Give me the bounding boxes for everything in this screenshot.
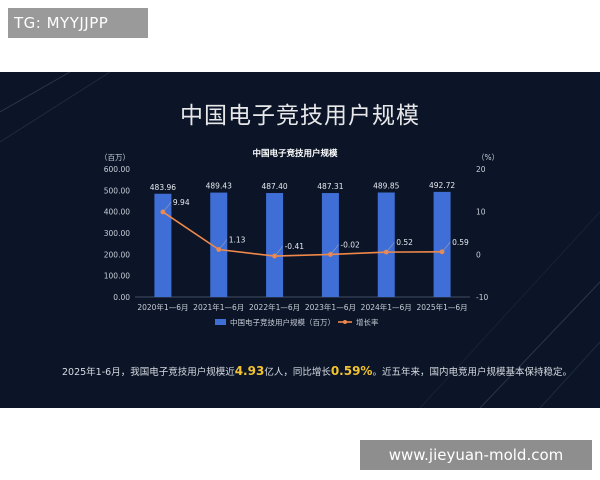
growth-label-leader	[441, 241, 451, 253]
bar	[154, 193, 172, 297]
legend-bar-swatch	[215, 319, 226, 325]
caption-highlight-users: 4.93	[234, 364, 265, 378]
growth-value-label: 0.59	[452, 238, 469, 247]
bar	[321, 193, 339, 297]
caption-part-3: 。近五年来，国内电竞用户规模基本保持稳定。	[372, 367, 572, 378]
right-axis-tick: -10	[476, 293, 488, 302]
combo-chart: 中国电子竞技用户规模（百万） （%）0.00100.00200.00300.004…	[100, 148, 499, 327]
growth-value-label: 1.13	[229, 236, 246, 245]
bar	[377, 192, 395, 297]
growth-label-leader	[218, 239, 227, 250]
bar-value-label: 489.43	[206, 182, 232, 191]
background-decoration	[0, 72, 600, 408]
bar-value-label: 487.31	[317, 182, 343, 191]
growth-value-label: -0.02	[340, 240, 360, 249]
bar-value-label: 492.72	[429, 181, 455, 190]
growth-value-label: 0.52	[396, 238, 413, 247]
caption-part-2: 亿人，同比增长	[264, 367, 331, 378]
watermark: www.jieyuan-mold.com	[360, 440, 592, 470]
left-axis-tick: 300.00	[104, 229, 130, 238]
bar	[210, 192, 228, 297]
bar-value-label: 489.85	[373, 181, 399, 190]
left-axis-tick: 200.00	[104, 250, 130, 259]
right-axis-tick: 20	[476, 165, 486, 174]
bar-value-label: 483.96	[150, 183, 176, 192]
left-axis-unit: （百万）	[100, 153, 130, 162]
legend-line-marker	[343, 320, 347, 324]
caption-part-1: 2025年1-6月，我国电子竞技用户规模近	[62, 367, 235, 378]
left-axis-tick: 600.00	[104, 165, 130, 174]
growth-label-leader	[386, 241, 395, 253]
caption-highlight-growth: 0.59%	[330, 364, 373, 378]
right-axis-unit: （%）	[477, 153, 499, 162]
growth-label-leader	[162, 201, 172, 213]
bar	[266, 193, 284, 297]
growth-value-label: -0.41	[285, 242, 305, 251]
x-axis-tick-label: 2022年1—6月	[249, 302, 300, 312]
legend-line-label: 增长率	[356, 317, 379, 327]
chart-title: 中国电子竞技用户规模	[252, 148, 338, 159]
right-axis-tick: 10	[476, 208, 486, 217]
bar	[433, 191, 451, 297]
x-axis-tick-label: 2024年1—6月	[361, 302, 412, 312]
left-axis-tick: 400.00	[104, 208, 130, 217]
right-axis-tick: 0	[476, 250, 481, 259]
tg-tag: TG: MYYJJPP	[8, 8, 148, 38]
growth-label-leader	[330, 244, 339, 255]
x-axis-tick-label: 2025年1—6月	[417, 302, 468, 312]
x-axis-tick-label: 2020年1—6月	[137, 302, 188, 312]
caption: 2025年1-6月，我国电子竞技用户规模近4.93亿人，同比增长0.59%。近五…	[62, 364, 582, 378]
left-axis-tick: 0.00	[113, 293, 130, 302]
legend-bar-label: 中国电子竞技用户规模（百万）	[230, 317, 335, 327]
bar-value-label: 487.40	[261, 182, 287, 191]
left-axis-tick: 500.00	[104, 186, 130, 195]
x-axis-tick-label: 2021年1—6月	[193, 302, 244, 312]
growth-label-leader	[274, 245, 283, 257]
growth-value-label: 9.94	[173, 198, 190, 207]
left-axis-tick: 100.00	[104, 272, 130, 281]
headline: 中国电子竞技用户规模	[180, 103, 420, 129]
infographic-panel: 中国电子竞技用户规模 中国电子竞技用户规模 （百万） （%） 0.00 100.00 20…	[0, 72, 600, 408]
growth-line	[162, 211, 443, 257]
x-axis-tick-label: 2023年1—6月	[305, 302, 356, 312]
